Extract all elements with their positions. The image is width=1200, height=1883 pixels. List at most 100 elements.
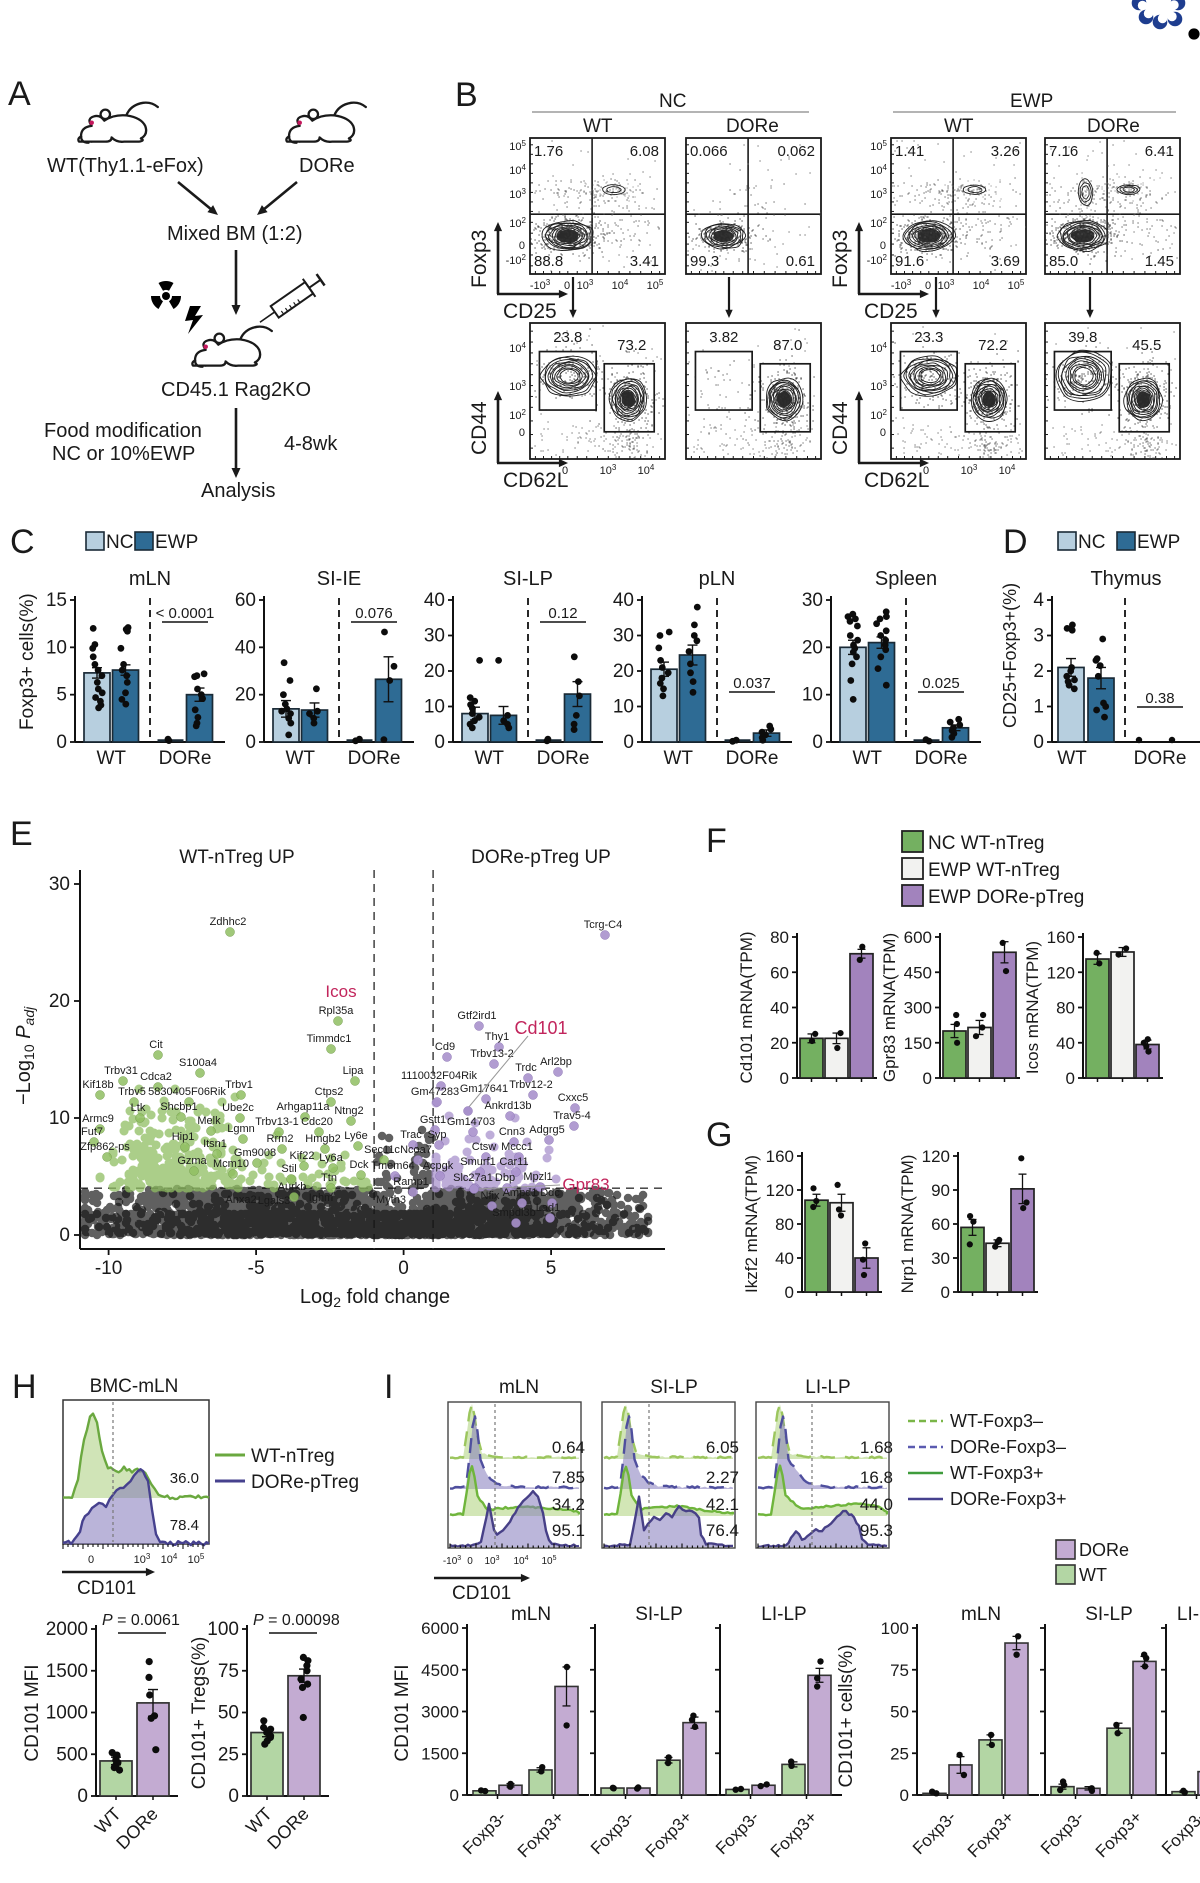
svg-text:Cd9: Cd9 xyxy=(435,1041,455,1053)
svg-text:WT: WT xyxy=(1057,748,1087,769)
svg-text:EWP: EWP xyxy=(1010,91,1053,112)
svg-text:Foxp3: Foxp3 xyxy=(468,230,491,288)
svg-text:4: 4 xyxy=(1033,590,1044,611)
svg-text:P = 0.0061: P = 0.0061 xyxy=(102,1612,180,1629)
svg-text:Arhgap11a: Arhgap11a xyxy=(276,1101,330,1113)
svg-text:Nrp1 mRNA(TPM): Nrp1 mRNA(TPM) xyxy=(898,1155,917,1294)
svg-text:100: 100 xyxy=(881,1619,909,1638)
svg-text:Sec11c: Sec11c xyxy=(364,1144,400,1156)
svg-text:E: E xyxy=(10,815,33,853)
svg-text:Thy1: Thy1 xyxy=(485,1031,509,1043)
svg-text:50: 50 xyxy=(218,1703,239,1724)
svg-text:90: 90 xyxy=(931,1181,950,1200)
svg-text:0.61: 0.61 xyxy=(786,253,815,270)
svg-text:Foxp3-: Foxp3- xyxy=(1037,1807,1088,1858)
svg-text:Gm9008: Gm9008 xyxy=(234,1147,276,1159)
svg-text:Itsn1: Itsn1 xyxy=(203,1138,227,1150)
svg-text:-102: -102 xyxy=(867,253,888,267)
svg-text:72.2: 72.2 xyxy=(978,337,1007,354)
svg-text:DORe-Foxp3–: DORe-Foxp3– xyxy=(950,1437,1066,1457)
svg-text:Cnn3: Cnn3 xyxy=(499,1126,525,1138)
svg-text:-103: -103 xyxy=(530,278,551,292)
svg-text:2000: 2000 xyxy=(46,1619,88,1640)
svg-text:WT-Foxp3–: WT-Foxp3– xyxy=(950,1411,1043,1431)
svg-text:DORe: DORe xyxy=(537,748,590,769)
svg-text:104: 104 xyxy=(161,1552,178,1566)
svg-text:Kif22: Kif22 xyxy=(289,1150,314,1162)
svg-text:Hip1: Hip1 xyxy=(172,1131,195,1143)
svg-text:Thymus: Thymus xyxy=(1090,568,1161,590)
svg-text:Lgals3: Lgals3 xyxy=(258,1195,290,1207)
svg-text:75: 75 xyxy=(890,1661,909,1680)
svg-text:104: 104 xyxy=(513,1555,528,1567)
svg-text:25: 25 xyxy=(890,1744,909,1763)
svg-text:Trbv13-2: Trbv13-2 xyxy=(470,1048,514,1060)
svg-text:20: 20 xyxy=(49,991,70,1012)
svg-text:< 0.0001: < 0.0001 xyxy=(156,605,215,622)
svg-text:15: 15 xyxy=(46,590,67,611)
svg-text:DORe-pTreg: DORe-pTreg xyxy=(251,1472,359,1493)
svg-text:WT: WT xyxy=(852,748,882,769)
svg-text:0: 0 xyxy=(941,1283,950,1302)
svg-text:H: H xyxy=(12,1368,37,1406)
svg-text:85.0: 85.0 xyxy=(1049,253,1078,270)
svg-text:DORe: DORe xyxy=(159,748,212,769)
svg-text:DORe: DORe xyxy=(1087,116,1140,137)
svg-text:Kif18b: Kif18b xyxy=(82,1079,113,1091)
svg-text:20: 20 xyxy=(802,637,823,658)
svg-text:Syp: Syp xyxy=(428,1129,447,1141)
svg-text:DORe: DORe xyxy=(1079,1540,1129,1560)
svg-text:1000: 1000 xyxy=(46,1703,88,1724)
svg-text:0: 0 xyxy=(228,1786,239,1807)
svg-text:Gpr83 mRNA(TPM): Gpr83 mRNA(TPM) xyxy=(880,933,899,1082)
svg-text:Icos mRNA(TPM): Icos mRNA(TPM) xyxy=(1023,941,1042,1074)
svg-text:Myth3: Myth3 xyxy=(376,1194,406,1206)
svg-text:Cdca2: Cdca2 xyxy=(140,1071,172,1083)
svg-text:Mixed BM (1:2): Mixed BM (1:2) xyxy=(167,223,303,245)
svg-text:5: 5 xyxy=(546,1258,557,1279)
svg-text:0: 0 xyxy=(562,465,568,477)
svg-text:mLN: mLN xyxy=(499,1377,539,1398)
svg-text:CD44: CD44 xyxy=(829,401,852,455)
svg-text:99.3: 99.3 xyxy=(690,253,719,270)
svg-text:Tmem64: Tmem64 xyxy=(371,1160,414,1172)
svg-text:25: 25 xyxy=(218,1744,239,1765)
svg-text:Analysis: Analysis xyxy=(201,480,275,502)
svg-text:0.38: 0.38 xyxy=(1145,690,1174,707)
svg-text:Cdc20: Cdc20 xyxy=(301,1116,333,1128)
svg-text:Ankrd13b: Ankrd13b xyxy=(484,1100,531,1112)
svg-text:1.76: 1.76 xyxy=(534,143,563,160)
svg-text:450: 450 xyxy=(904,963,932,982)
svg-text:CD62L: CD62L xyxy=(864,469,929,492)
svg-text:10: 10 xyxy=(613,697,634,718)
svg-text:pLN: pLN xyxy=(699,568,736,590)
svg-text:10: 10 xyxy=(424,697,445,718)
svg-text:150: 150 xyxy=(904,1034,932,1053)
svg-text:DORe-Foxp3+: DORe-Foxp3+ xyxy=(950,1489,1067,1509)
svg-text:Spleen: Spleen xyxy=(875,568,937,590)
svg-text:1500: 1500 xyxy=(46,1661,88,1682)
svg-text:3.82: 3.82 xyxy=(709,329,738,346)
svg-text:CD45.1 Rag2KO: CD45.1 Rag2KO xyxy=(161,379,311,401)
svg-text:87.0: 87.0 xyxy=(773,337,802,354)
svg-text:DORe: DORe xyxy=(726,748,779,769)
svg-text:Trav5-4: Trav5-4 xyxy=(553,1110,591,1122)
svg-text:6.08: 6.08 xyxy=(630,143,659,160)
svg-text:0.64: 0.64 xyxy=(552,1438,585,1457)
svg-text:0: 0 xyxy=(450,1786,459,1805)
svg-text:120: 120 xyxy=(766,1181,794,1200)
svg-text:Trbv5: Trbv5 xyxy=(118,1086,146,1098)
svg-text:WT-Foxp3+: WT-Foxp3+ xyxy=(950,1463,1044,1483)
svg-text:CD101+ Tregs(%): CD101+ Tregs(%) xyxy=(189,1637,210,1790)
svg-text:mLN: mLN xyxy=(129,568,171,590)
svg-text:Lgmn: Lgmn xyxy=(227,1123,255,1135)
svg-text:30: 30 xyxy=(931,1249,950,1268)
svg-text:SI-LP: SI-LP xyxy=(1085,1604,1133,1625)
svg-text:DORe-pTreg UP: DORe-pTreg UP xyxy=(471,847,611,868)
svg-text:Stil: Stil xyxy=(281,1163,296,1175)
svg-text:EWP: EWP xyxy=(1137,532,1180,553)
svg-text:4-8wk: 4-8wk xyxy=(284,433,338,455)
svg-text:Gm47283: Gm47283 xyxy=(411,1086,459,1098)
svg-text:1.45: 1.45 xyxy=(1145,253,1174,270)
svg-text:0: 0 xyxy=(623,732,634,753)
